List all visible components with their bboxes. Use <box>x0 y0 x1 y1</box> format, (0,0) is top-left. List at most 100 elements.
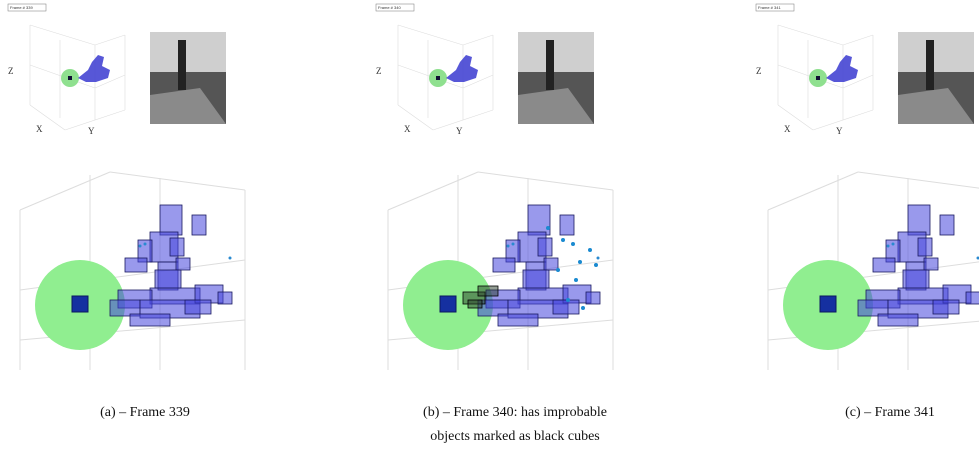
voxel <box>523 270 549 288</box>
camera <box>68 76 72 80</box>
point <box>887 245 890 248</box>
point <box>546 226 550 230</box>
point <box>588 248 592 252</box>
axis-label: Y <box>836 126 843 136</box>
voxel <box>924 258 938 270</box>
point <box>597 257 600 260</box>
grid-line <box>843 35 873 45</box>
voxel-blob <box>826 55 858 82</box>
small-3d-plot: X Y Z <box>756 25 873 136</box>
voxel <box>528 205 550 235</box>
image-sky <box>518 32 594 72</box>
voxel <box>130 314 170 326</box>
camera <box>440 296 456 312</box>
panel: Frame # 340 X Y Z <box>376 4 613 370</box>
caption: (c) – Frame 341 <box>845 405 935 420</box>
voxel-blob <box>78 55 110 82</box>
grid-line <box>388 172 478 210</box>
point <box>571 242 575 246</box>
improbable-voxel <box>468 300 482 308</box>
frame-label: Frame # 340 <box>378 5 401 10</box>
axis-label: X <box>404 124 411 134</box>
voxel <box>176 258 190 270</box>
figure: Frame # 339 X Y Z (a) – Frame 339 Frame # 340… <box>0 0 979 451</box>
small-3d-plot: X Y Z <box>8 25 125 136</box>
voxel-blob <box>446 55 478 82</box>
image-sky <box>150 32 226 72</box>
axis-label: Y <box>88 126 95 136</box>
axis-label: X <box>36 124 43 134</box>
large-3d-plot <box>20 172 245 370</box>
grid-line <box>30 25 95 45</box>
axis-label: Y <box>456 126 463 136</box>
caption: (a) – Frame 339 <box>100 405 190 420</box>
voxel <box>966 292 979 304</box>
voxel <box>498 314 538 326</box>
image-tree <box>546 40 554 90</box>
frame-label: Frame # 341 <box>758 5 781 10</box>
panel: Frame # 339 X Y Z <box>8 4 245 370</box>
voxel <box>125 258 147 272</box>
grid-line <box>20 172 110 210</box>
voxel <box>160 205 182 235</box>
panel: Frame # 341 X Y Z <box>756 4 979 370</box>
point <box>512 243 515 246</box>
grid-line <box>768 172 858 210</box>
grid-line <box>398 25 463 45</box>
point <box>566 298 570 302</box>
frame-label: Frame # 339 <box>10 5 33 10</box>
voxel <box>560 215 574 235</box>
voxel <box>553 300 579 314</box>
camera <box>816 76 820 80</box>
grid-line <box>95 35 125 45</box>
point <box>892 243 895 246</box>
image-sky <box>898 32 974 72</box>
camera <box>820 296 836 312</box>
point <box>556 268 560 272</box>
point <box>507 245 510 248</box>
voxel <box>940 215 954 235</box>
voxel <box>170 238 184 256</box>
axis-label: Z <box>8 66 14 76</box>
voxel <box>903 270 929 288</box>
grid-line <box>858 172 979 190</box>
image-tree <box>178 40 186 90</box>
point <box>578 260 582 264</box>
large-3d-plot <box>388 172 613 370</box>
point <box>144 243 147 246</box>
axis-label: X <box>784 124 791 134</box>
point <box>561 238 565 242</box>
improbable-voxel <box>478 286 498 296</box>
grid-line <box>463 35 493 45</box>
voxel <box>218 292 232 304</box>
voxel <box>538 238 552 256</box>
point <box>594 263 598 267</box>
camera <box>72 296 88 312</box>
camera <box>436 76 440 80</box>
voxel <box>155 270 181 288</box>
voxel <box>878 314 918 326</box>
grid-line <box>778 25 843 45</box>
point <box>581 306 585 310</box>
grid-line <box>478 172 613 190</box>
large-3d-plot <box>768 172 979 370</box>
caption: (b) – Frame 340: has improbable <box>423 405 607 420</box>
voxel <box>933 300 959 314</box>
image-tree <box>926 40 934 90</box>
small-3d-plot: X Y Z <box>376 25 493 136</box>
voxel <box>192 215 206 235</box>
voxel <box>493 258 515 272</box>
voxel <box>873 258 895 272</box>
grid-line <box>110 172 245 190</box>
axis-label: Z <box>756 66 762 76</box>
point <box>139 245 142 248</box>
point <box>229 257 232 260</box>
axis-label: Z <box>376 66 382 76</box>
point <box>574 278 578 282</box>
voxel <box>908 205 930 235</box>
voxel <box>185 300 211 314</box>
voxel <box>586 292 600 304</box>
voxel <box>544 258 558 270</box>
voxel <box>918 238 932 256</box>
caption: objects marked as black cubes <box>430 429 600 444</box>
